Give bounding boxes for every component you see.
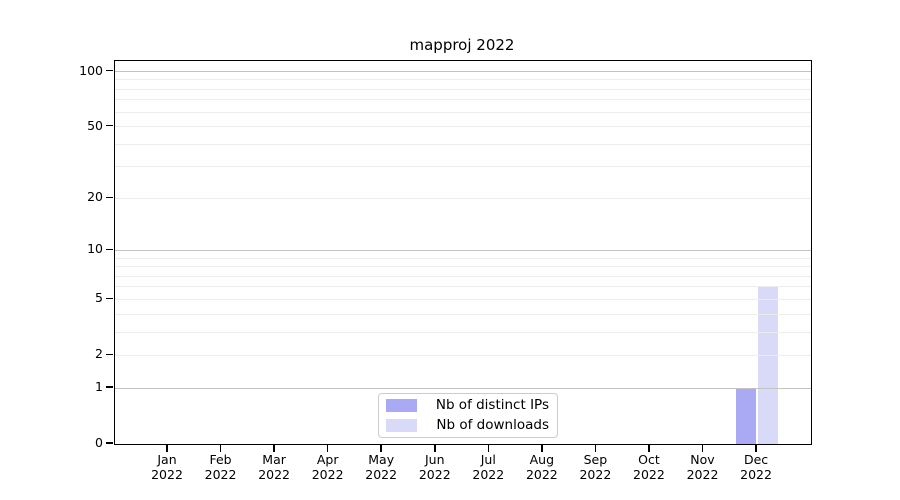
x-tick-label: Sep 2022 [579,452,612,482]
x-tick-mark [541,444,543,452]
x-tick-label: Apr 2022 [311,452,344,482]
plot-area [114,60,812,445]
minor-gridline [115,143,811,145]
minor-gridline [115,111,811,113]
legend-label-downloads: Nb of downloads [436,417,549,433]
y-tick-label: 10 [87,241,103,257]
x-tick-label: Dec 2022 [740,452,772,482]
y-tick-label: 0 [95,435,103,450]
x-tick-label: Jul 2022 [472,452,505,482]
minor-gridline [115,88,811,90]
legend-label-distinct-ips: Nb of distinct IPs [435,397,549,413]
x-tick-label: May 2022 [365,452,398,482]
y-tick-label: 1 [95,379,103,395]
x-tick-label: Mar 2022 [258,452,290,482]
y-tick-mark [106,124,113,127]
x-tick-mark [755,444,757,452]
y-tick-mark [106,442,113,444]
y-tick-mark [106,386,113,388]
y-tick-mark [106,353,113,356]
x-tick-mark [701,444,704,452]
x-tick-mark [380,444,382,452]
x-tick-mark [326,444,329,452]
x-tick-mark [273,444,275,452]
legend-swatch-downloads [386,419,417,432]
major-gridline [115,249,811,251]
x-tick-mark [434,444,436,452]
y-tick-mark [106,248,113,251]
x-tick-label: Aug 2022 [525,452,558,482]
x-tick-label: Feb 2022 [204,452,237,482]
legend: Nb of distinct IPs Nb of downloads [378,393,558,438]
y-tick-mark [106,297,113,300]
minor-gridline [115,257,811,259]
y-tick-label: 2 [95,346,103,362]
x-tick-mark [594,444,597,452]
minor-gridline [115,286,811,288]
major-gridline [115,387,811,389]
minor-gridline [115,197,811,199]
minor-gridline [115,331,811,333]
y-tick-label: 100 [79,62,103,78]
minor-gridline [115,354,811,356]
x-tick-mark [166,444,168,452]
y-tick-label: 20 [87,189,103,205]
chart-title: mapproj 2022 [409,36,515,54]
legend-swatch-distinct-ips [386,399,417,412]
y-tick-label: 50 [87,117,103,133]
bar-downloads-Dec [758,286,779,444]
minor-gridline [115,313,811,315]
x-tick-label: Jan 2022 [151,452,183,482]
y-tick-label: 5 [95,290,103,306]
x-tick-mark [487,444,490,452]
legend-item-downloads: Nb of downloads [386,417,549,434]
minor-gridline [115,298,811,300]
minor-gridline [115,126,811,128]
x-tick-label: Jun 2022 [418,452,451,482]
minor-gridline [115,166,811,168]
legend-item-distinct-ips: Nb of distinct IPs [386,397,549,414]
x-tick-label: Nov 2022 [686,452,719,482]
y-tick-mark [106,196,113,199]
minor-gridline [115,79,811,81]
minor-gridline [115,275,811,277]
x-tick-label: Oct 2022 [633,452,665,482]
x-tick-mark [648,444,650,452]
x-tick-mark [219,444,222,452]
y-tick-mark [106,69,113,72]
minor-gridline [115,99,811,101]
bar-distinct-ips-Dec [736,388,757,444]
major-gridline [115,71,811,72]
minor-gridline [115,266,811,268]
